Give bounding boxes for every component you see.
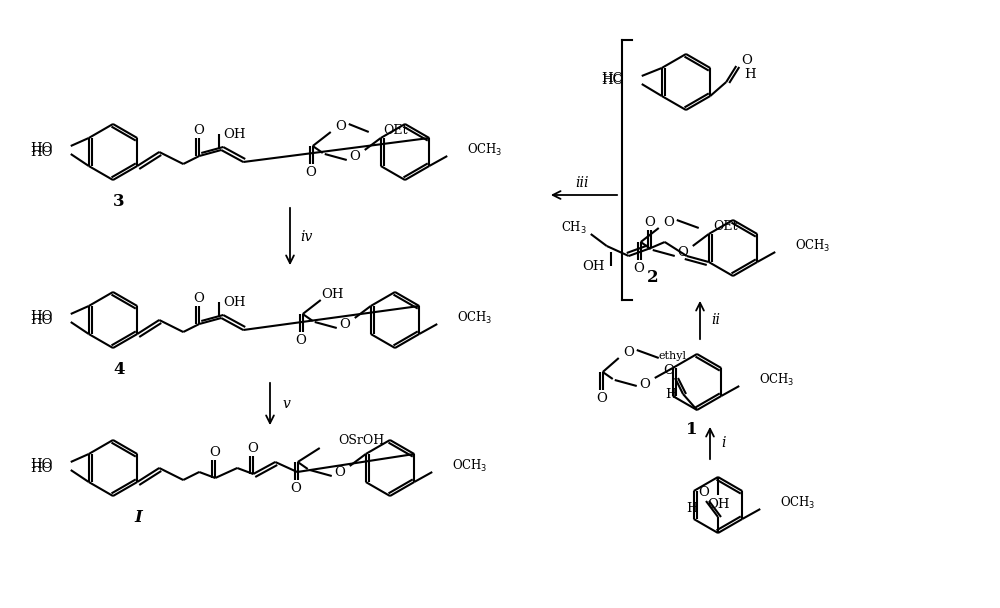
Text: O: O [623, 345, 634, 359]
Text: O: O [677, 246, 688, 258]
Text: O: O [741, 54, 752, 66]
Text: ii: ii [712, 313, 720, 327]
Text: OEt: OEt [713, 219, 737, 232]
Text: O: O [334, 466, 345, 478]
Text: H: H [744, 67, 756, 80]
Text: O: O [290, 482, 301, 494]
Text: OEt: OEt [383, 123, 407, 137]
Text: O: O [644, 215, 655, 229]
Text: HO: HO [30, 142, 53, 154]
Text: 4: 4 [113, 362, 125, 379]
Text: OCH$_3$: OCH$_3$ [457, 310, 493, 326]
Text: O: O [596, 392, 607, 404]
Text: OCH$_3$: OCH$_3$ [759, 372, 795, 388]
Text: O: O [193, 291, 204, 305]
Text: O: O [663, 215, 674, 229]
Text: O: O [247, 441, 258, 455]
Text: OH: OH [223, 128, 246, 140]
Text: CH$_3$: CH$_3$ [561, 220, 587, 236]
Text: O: O [349, 150, 360, 162]
Text: O: O [639, 378, 650, 390]
Text: OCH$_3$: OCH$_3$ [780, 495, 816, 511]
Text: O: O [699, 486, 709, 500]
Text: iii: iii [575, 176, 589, 190]
Text: O: O [193, 123, 204, 137]
Text: OH: OH [582, 260, 605, 272]
Text: H: H [686, 502, 698, 516]
Text: OCH$_3$: OCH$_3$ [467, 142, 503, 158]
Text: 3: 3 [113, 193, 125, 210]
Text: v: v [282, 397, 290, 411]
Text: OCH$_3$: OCH$_3$ [795, 238, 831, 254]
Text: HO: HO [30, 457, 53, 471]
Text: OH: OH [707, 499, 729, 511]
Text: i: i [722, 436, 726, 450]
Text: HO: HO [601, 74, 624, 86]
Text: O: O [664, 364, 674, 376]
Text: HO: HO [30, 461, 53, 474]
Text: OSrOH: OSrOH [338, 434, 384, 446]
Text: OCH$_3$: OCH$_3$ [452, 458, 488, 474]
Text: H: H [665, 387, 677, 401]
Text: O: O [305, 165, 316, 179]
Text: OH: OH [322, 288, 344, 300]
Text: O: O [339, 317, 350, 331]
Text: HO: HO [30, 314, 53, 326]
Text: O: O [335, 120, 346, 133]
Text: HO: HO [601, 72, 624, 85]
Text: 1: 1 [686, 421, 698, 438]
Text: O: O [209, 446, 220, 458]
Text: 2: 2 [647, 269, 659, 286]
Text: O: O [633, 261, 644, 274]
Text: HO: HO [30, 145, 53, 159]
Text: iv: iv [300, 230, 312, 244]
Text: ethyl: ethyl [659, 351, 687, 361]
Text: OH: OH [223, 295, 246, 308]
Text: I: I [134, 510, 142, 527]
Text: HO: HO [30, 309, 53, 322]
Text: O: O [295, 334, 306, 347]
